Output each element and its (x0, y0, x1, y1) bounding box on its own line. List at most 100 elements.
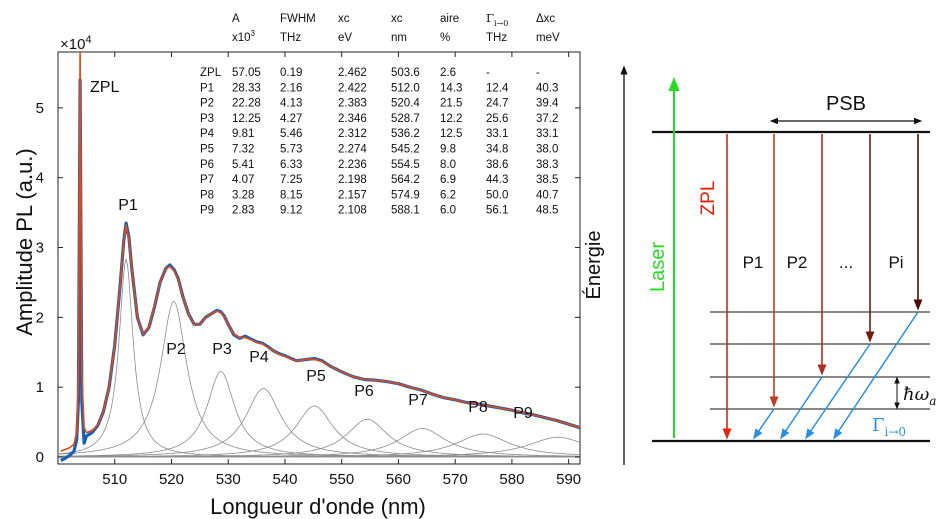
table-cell: 8.0 (440, 159, 456, 171)
table-cell: 4.13 (280, 98, 302, 110)
zpl-diagram-label: ZPL (698, 181, 719, 216)
x-tick-label: 570 (443, 471, 468, 488)
table-cell: ZPL (200, 67, 222, 79)
peak-label-p8: P8 (468, 399, 488, 416)
relax-arrow-4 (833, 311, 919, 440)
table-header-cell: x103 (232, 29, 256, 44)
y-tick-label: 0 (36, 449, 44, 466)
peak-label-zpl: ZPL (90, 79, 119, 96)
x-tick-label: 580 (499, 471, 524, 488)
component-p1 (57, 257, 580, 458)
fit-parameter-table: A FWHM xc xc aire Γi→0 Δxc x103 THz eV nm% THz meV ZP… (200, 11, 560, 217)
table-cell: 24.7 (486, 98, 508, 110)
table-cell: 56.1 (486, 205, 508, 217)
relax-arrow-1 (753, 408, 775, 440)
table-cell: 38.5 (536, 174, 558, 186)
table-cell: 28.33 (232, 82, 261, 94)
relax-arrow-3 (805, 343, 871, 440)
table-cell: 2.236 (338, 159, 367, 171)
table-cell: 512.0 (391, 82, 420, 94)
table-cell: 2.346 (338, 113, 367, 125)
x-tick-label: 560 (386, 471, 411, 488)
table-cell: 38.0 (536, 144, 558, 156)
psb-label: PSB (826, 93, 866, 115)
x-axis-label: Longueur d'onde (nm) (210, 494, 426, 519)
table-cell: 4.07 (232, 174, 254, 186)
table-cell: 536.2 (391, 128, 420, 140)
transition-label-ellipsis: ... (839, 253, 853, 272)
table-cell: 22.28 (232, 98, 261, 110)
table-cell: 12.5 (440, 128, 462, 140)
table-cell: P9 (200, 205, 214, 217)
spectrum-chart: 510 520 530 540 550 560 570 580 590 0 1 2 3 4 5 ZPL P1 P… (12, 11, 581, 519)
table-header-cell: xc (391, 13, 403, 25)
table-header-cell: A (232, 13, 240, 25)
transition-label-p1: P1 (743, 253, 764, 272)
transition-label-p2: P2 (787, 253, 808, 272)
y-tick-label: 5 (36, 100, 44, 117)
table-cell: 57.05 (232, 67, 261, 79)
table-cell: 40.7 (536, 189, 558, 201)
table-cell: 520.4 (391, 98, 420, 110)
peak-label-p1: P1 (118, 197, 138, 214)
table-header-cell: FWHM (280, 13, 316, 25)
table-header-cell: Δxc (536, 13, 555, 25)
table-cell: 9.8 (440, 144, 456, 156)
table-cell: 8.15 (280, 189, 302, 201)
table-header-cell: meV (536, 32, 560, 44)
table-cell: 2.462 (338, 67, 367, 79)
x-tick-label: 540 (272, 471, 297, 488)
table-cell: 2.108 (338, 205, 367, 217)
table-header-cell: THz (486, 32, 507, 44)
table-cell: 34.8 (486, 144, 508, 156)
x-tick-label: 590 (556, 471, 581, 488)
table-header-sup: 3 (251, 29, 256, 38)
peak-label-p2: P2 (166, 341, 186, 358)
table-cell: 2.198 (338, 174, 367, 186)
table-cell: 6.9 (440, 174, 456, 186)
table-cell: 554.5 (391, 159, 420, 171)
table-cell: 3.28 (232, 189, 254, 201)
table-cell: 5.46 (280, 128, 302, 140)
series-line-1 (60, 51, 581, 453)
table-cell: P7 (200, 174, 214, 186)
peak-label-p3: P3 (212, 341, 232, 358)
table-cell: 12.25 (232, 113, 261, 125)
table-cell: 2.274 (338, 144, 367, 156)
peak-label-p7: P7 (408, 392, 428, 409)
table-cell: 25.6 (486, 113, 508, 125)
relaxation-rate-label: Γi→0 (872, 415, 906, 439)
table-cell: 528.7 (391, 113, 420, 125)
table-cell: 9.12 (280, 205, 302, 217)
table-cell: 38.6 (486, 159, 508, 171)
energy-axis-label: Énergie (582, 231, 605, 300)
peak-label-p5: P5 (306, 368, 326, 385)
table-cell: P6 (200, 159, 214, 171)
table-cell: 6.2 (440, 189, 456, 201)
table-cell: 2.383 (338, 98, 367, 110)
data-series (60, 51, 581, 462)
table-header-cell: aire (440, 13, 459, 25)
table-cell: 2.312 (338, 128, 367, 140)
table-header-cell: THz (280, 32, 301, 44)
phonon-energy-label: ħωa (903, 384, 936, 408)
table-header-cell: Γi→0 (486, 11, 508, 28)
table-cell: 39.4 (536, 98, 559, 110)
transition-label-pi: Pi (888, 253, 903, 272)
table-cell: 5.73 (280, 144, 302, 156)
table-cell: 2.6 (440, 67, 456, 79)
y-tick-label: 4 (36, 170, 44, 187)
table-cell: 2.157 (338, 189, 367, 201)
table-cell: - (486, 67, 490, 79)
table-cell: P8 (200, 189, 214, 201)
table-cell: 21.5 (440, 98, 462, 110)
axis-ticks: 510 520 530 540 550 560 570 580 590 0 1 2 3 4 5 (36, 52, 581, 488)
peak-labels: ZPL P1 P2 P3 P4 P5 P6 P7 P8 P9 (90, 79, 533, 422)
table-cell: 6.33 (280, 159, 302, 171)
component-p4 (58, 388, 580, 458)
y-multiplier: ×104 (60, 34, 92, 53)
table-cell: P2 (200, 98, 214, 110)
table-cell: P3 (200, 113, 214, 125)
table-cell: 2.83 (232, 205, 254, 217)
